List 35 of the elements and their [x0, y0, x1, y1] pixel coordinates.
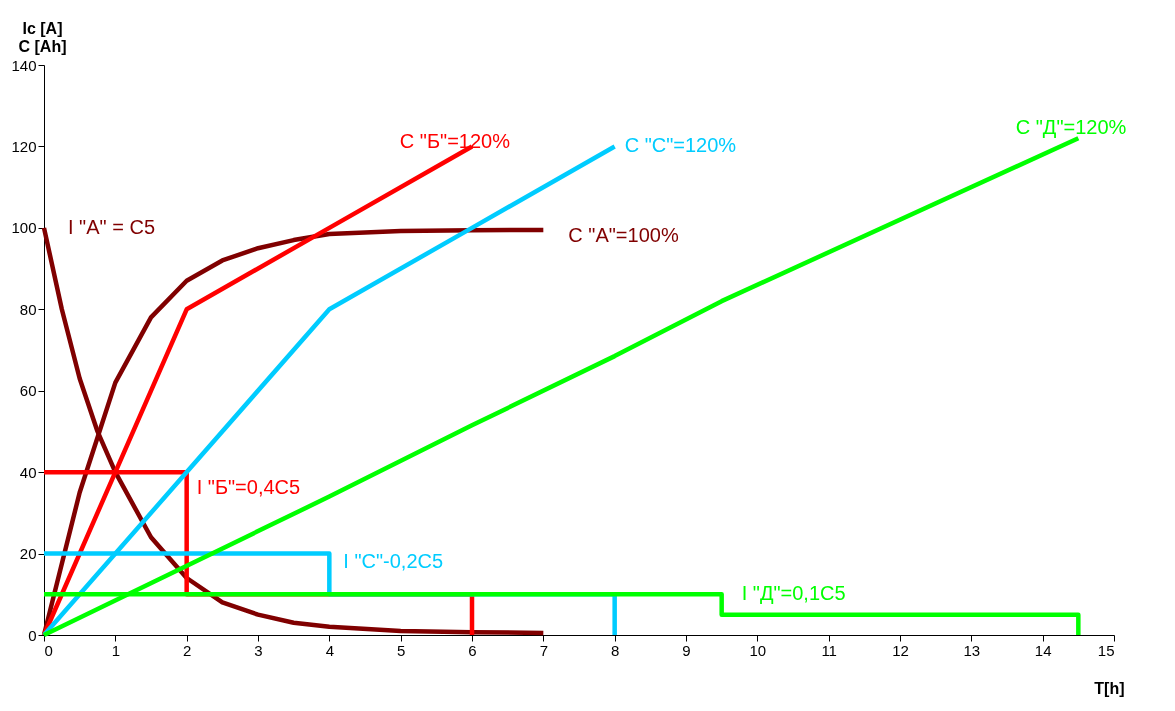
x-tick-label: 12 — [892, 641, 909, 659]
x-tick-label: 11 — [821, 641, 837, 659]
x-tick-label: 1 — [111, 641, 121, 659]
annotation: I "A" = C5 — [68, 215, 156, 238]
x-tick-label: 2 — [182, 641, 192, 659]
annotation: C "C"=120% — [624, 134, 737, 157]
annotation: I "C"-0,2C5 — [343, 549, 444, 572]
y-tick-label: 100 — [11, 219, 37, 237]
x-tick-label: 5 — [396, 641, 406, 659]
y-tick-label: 80 — [19, 300, 37, 318]
line-series — [41, 136, 1081, 638]
y-tick-label: 20 — [19, 545, 37, 563]
y-tick-label: 60 — [19, 382, 37, 400]
y-tick-label: 0 — [28, 626, 37, 644]
x-tick-label: 6 — [468, 641, 477, 659]
x-tick-label: 14 — [1034, 641, 1052, 659]
x-tick-label: 3 — [254, 641, 263, 659]
x-tick-label: 7 — [539, 641, 549, 659]
annotation: C "A"=100% — [568, 223, 679, 246]
x-tick-label: 4 — [325, 641, 335, 659]
x-tick-label: 8 — [610, 641, 620, 659]
x-tick-label: 9 — [682, 641, 691, 659]
x-tick-label: 13 — [963, 641, 981, 659]
x-axis-title: T[h] — [1094, 679, 1125, 697]
y-tick-label: 40 — [19, 463, 37, 481]
x-tick-label: 0 — [44, 641, 53, 659]
annotation: C "Б"=120% — [399, 130, 511, 153]
annotation: C "Д"=120% — [1015, 116, 1127, 139]
y-tick-label: 140 — [11, 56, 37, 74]
annotation: I "Д"=0,1C5 — [741, 582, 846, 605]
y-tick-label: 120 — [11, 137, 37, 155]
x-tick-label: 10 — [749, 641, 767, 659]
x-tick-label: 15 — [1097, 641, 1115, 659]
annotation: I "Б"=0,4C5 — [196, 476, 301, 499]
y-axis-title: Ic [A] C [Ah] — [18, 19, 67, 55]
